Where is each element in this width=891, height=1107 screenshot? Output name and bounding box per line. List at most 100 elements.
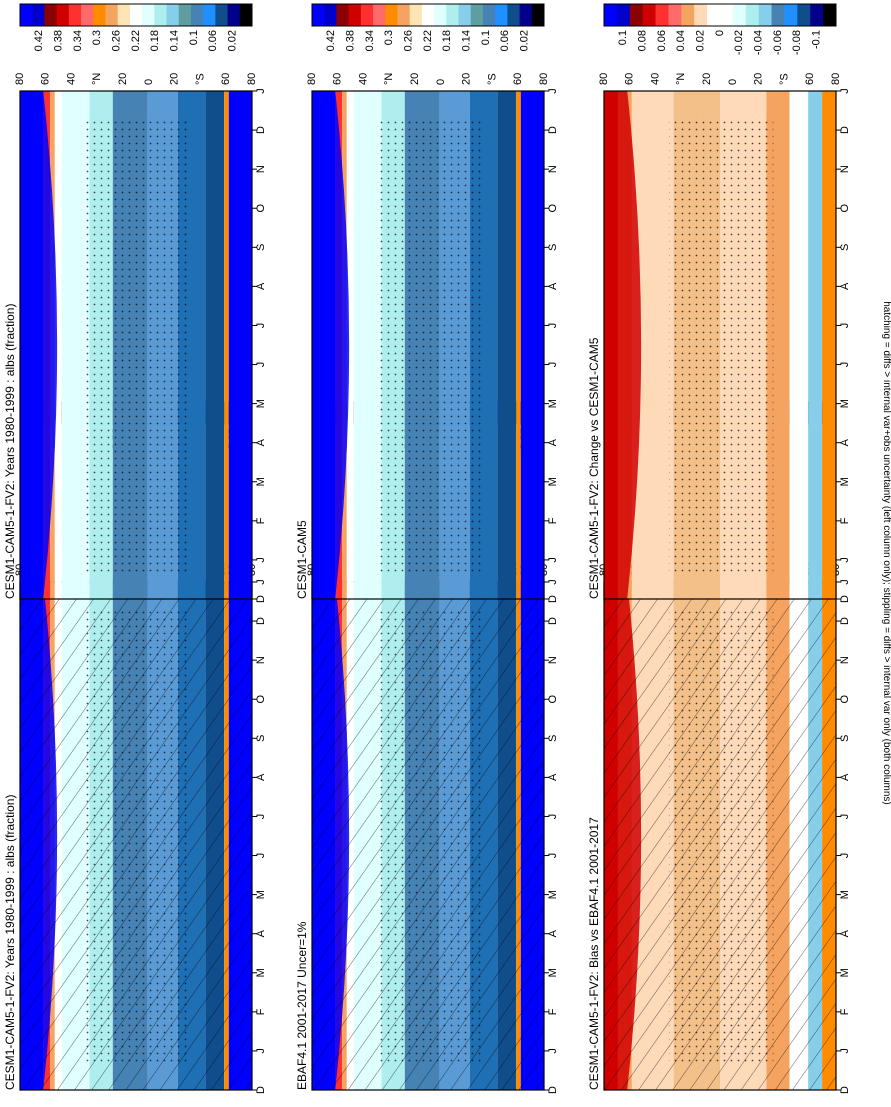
field-band (54, 91, 62, 599)
lat-tick-label: 60 (332, 73, 344, 85)
lat-tick-label: 80 (830, 73, 842, 85)
colorbar-cell (215, 4, 229, 26)
colorbar-label: 0.42 (325, 30, 337, 51)
month-tick-label: O (839, 204, 851, 213)
month-tick-label: M (547, 968, 559, 977)
colorbar-cell (93, 4, 106, 26)
footer-holder: hatching = diffs > internal var+obs unce… (881, 301, 891, 805)
month-tick-label: D (255, 126, 267, 134)
field-band (228, 91, 252, 599)
month-tick-label: J (839, 362, 851, 368)
month-tick-label: J (839, 557, 851, 563)
panel: D J F M A M J J A S O N D J 80 60 40 °N 20 0 20 °S 60 80 CESM1-C… (295, 3, 559, 603)
lat-tick-label: 0 (143, 79, 155, 85)
panel-title: EBAF4.1 2001-2017 Uncer=1% (295, 921, 309, 1090)
colorbar: 0.1 0.08 0.06 0.04 0.02 0 -0.02 -0.04 -0.06 -0.08… (603, 3, 837, 55)
month-tick-label: D (547, 595, 559, 603)
stippling-overlay (668, 116, 774, 574)
month-tick-label: J (547, 557, 559, 563)
month-tick-label: M (839, 399, 851, 408)
colorbar-label: 0.38 (345, 30, 357, 51)
colorbar-cell (117, 4, 131, 26)
month-tick-label: S (255, 244, 267, 251)
plot-frame (19, 90, 253, 600)
field-band (346, 91, 354, 599)
colorbar-cell (470, 4, 484, 26)
field-band (520, 91, 544, 599)
month-tick-label: J (839, 814, 851, 820)
colorbar-cell (409, 4, 423, 26)
month-tick-label: J (255, 557, 267, 563)
month-tick-label: O (547, 204, 559, 213)
month-tick-label: J (839, 579, 851, 585)
colorbar-cell (694, 4, 708, 26)
polar-region (312, 91, 350, 599)
colorbar-label: 0.06 (207, 30, 219, 51)
field-band (516, 91, 521, 599)
month-tick-label: M (547, 890, 559, 899)
colorbar-cell (745, 4, 760, 26)
field-band (808, 91, 823, 599)
field-band (822, 91, 836, 599)
lat-tick-label: 60 (624, 73, 636, 85)
colorbar-cell (823, 4, 837, 26)
colorbar-cell (519, 4, 533, 26)
footer-note: hatching = diffs > internal var+obs unce… (881, 301, 891, 805)
month-tick-label: D (547, 1086, 559, 1094)
colorbar-label: 0.06 (656, 30, 668, 51)
month-tick-label: J (839, 88, 851, 94)
colorbar-label: 0.22 (130, 30, 142, 51)
lat-tick-label: 60 (804, 73, 816, 85)
month-tick-label: S (255, 735, 267, 742)
lat-tick-label: 20 (461, 73, 473, 85)
lat-tick-label: 80 (538, 73, 550, 85)
month-tick-label: N (547, 656, 559, 664)
month-tick-label: J (255, 362, 267, 368)
colorbar-label: 0.3 (91, 30, 103, 45)
colorbar-cell (604, 4, 618, 26)
stippling-overlay (376, 607, 482, 1065)
month-tick-label: F (255, 1008, 267, 1015)
month-tick-label: A (547, 929, 559, 937)
month-tick-label: M (255, 890, 267, 899)
month-tick-label: A (547, 438, 559, 446)
colorbar-label: 0 (714, 30, 726, 36)
colorbar-label: 0.42 (33, 30, 45, 51)
colorbar-cell (142, 4, 155, 26)
panel-title: CESM1-CAM5-1-FV2: Years 1980-1999 : albs… (3, 304, 17, 599)
colorbar-label: 0.04 (675, 30, 687, 51)
panel-title: CESM1-CAM5-1-FV2: Bias vs EBAF4.1 2001-2… (587, 817, 601, 1090)
lat-tick-label: 40 (649, 73, 661, 85)
colorbar-cell (810, 4, 824, 26)
lat-tick-label: 20 (409, 73, 421, 85)
lat-tick-label: 0 (435, 79, 447, 85)
month-tick-label: N (547, 165, 559, 173)
colorbar-cell (720, 4, 734, 26)
month-tick-label: M (255, 399, 267, 408)
colorbar-cell (434, 4, 447, 26)
field-band (224, 91, 229, 599)
lat-tick-label: °S (486, 73, 498, 85)
colorbar-cell (629, 4, 644, 26)
month-tick-label: F (255, 517, 267, 524)
panel: D J F M A M J J A S O N D J 80 60 40 °N 20 0 20 °S 60 80 CESM1-C… (3, 3, 267, 603)
lat-tick-label: 60 (220, 73, 232, 85)
field-band (205, 91, 225, 599)
polar-region (20, 91, 58, 599)
colorbar-cell (56, 4, 70, 26)
colorbar-cell (784, 4, 798, 26)
colorbar-cell (732, 4, 747, 26)
month-tick-label: F (839, 1008, 851, 1015)
plot-frame (311, 90, 545, 600)
colorbar-cell (239, 4, 253, 26)
colorbar-cell (227, 4, 241, 26)
colorbar-cell (495, 4, 508, 26)
month-tick-label: A (255, 438, 267, 446)
month-tick-label: O (547, 695, 559, 704)
colorbar-cell (32, 4, 45, 26)
month-tick-label: S (839, 735, 851, 742)
colorbar-cell (190, 4, 204, 26)
colorbar-cell (668, 4, 682, 26)
colorbar-label: 0.14 (461, 30, 473, 51)
